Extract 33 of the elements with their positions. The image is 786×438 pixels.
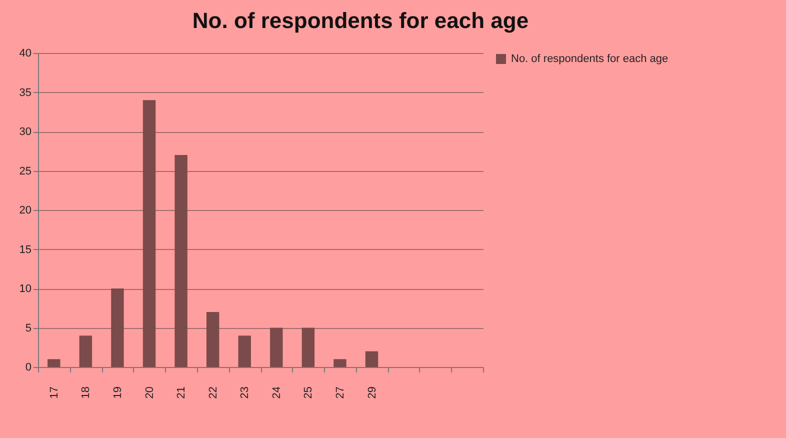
y-tick-label: 5	[25, 322, 32, 334]
x-tick-label: 25	[302, 386, 315, 399]
bar	[206, 312, 220, 367]
y-tick-label: 30	[19, 126, 32, 138]
y-tick-label: 20	[19, 204, 32, 216]
legend-label: No. of respondents for each age	[511, 53, 668, 65]
y-tick-label: 0	[25, 362, 32, 374]
chart-title: No. of respondents for each age	[192, 8, 529, 33]
x-tick-label: 18	[80, 386, 92, 399]
x-tick-label: 20	[144, 386, 156, 399]
x-tick-label: 27	[334, 386, 346, 399]
y-tick-label: 25	[19, 165, 32, 178]
y-tick-label: 15	[19, 244, 32, 256]
x-tick-label: 17	[48, 386, 60, 399]
bar	[238, 336, 251, 367]
bar	[270, 328, 283, 367]
x-tick-label: 24	[270, 386, 283, 399]
bar	[79, 336, 92, 367]
y-tick-label: 35	[19, 86, 32, 99]
y-tick-label: 40	[19, 48, 32, 60]
x-tick-label: 19	[112, 386, 124, 399]
bar	[111, 288, 124, 367]
bar	[365, 351, 378, 367]
x-tick-label: 22	[207, 386, 220, 399]
x-tick-label: 29	[366, 386, 378, 399]
x-tick-label: 23	[239, 386, 252, 399]
bar	[302, 328, 315, 367]
y-tick-label: 10	[19, 283, 32, 295]
bar	[142, 100, 156, 367]
x-tick-label: 21	[176, 386, 188, 399]
bar	[334, 359, 346, 367]
bar	[174, 155, 188, 367]
bar	[48, 359, 60, 367]
